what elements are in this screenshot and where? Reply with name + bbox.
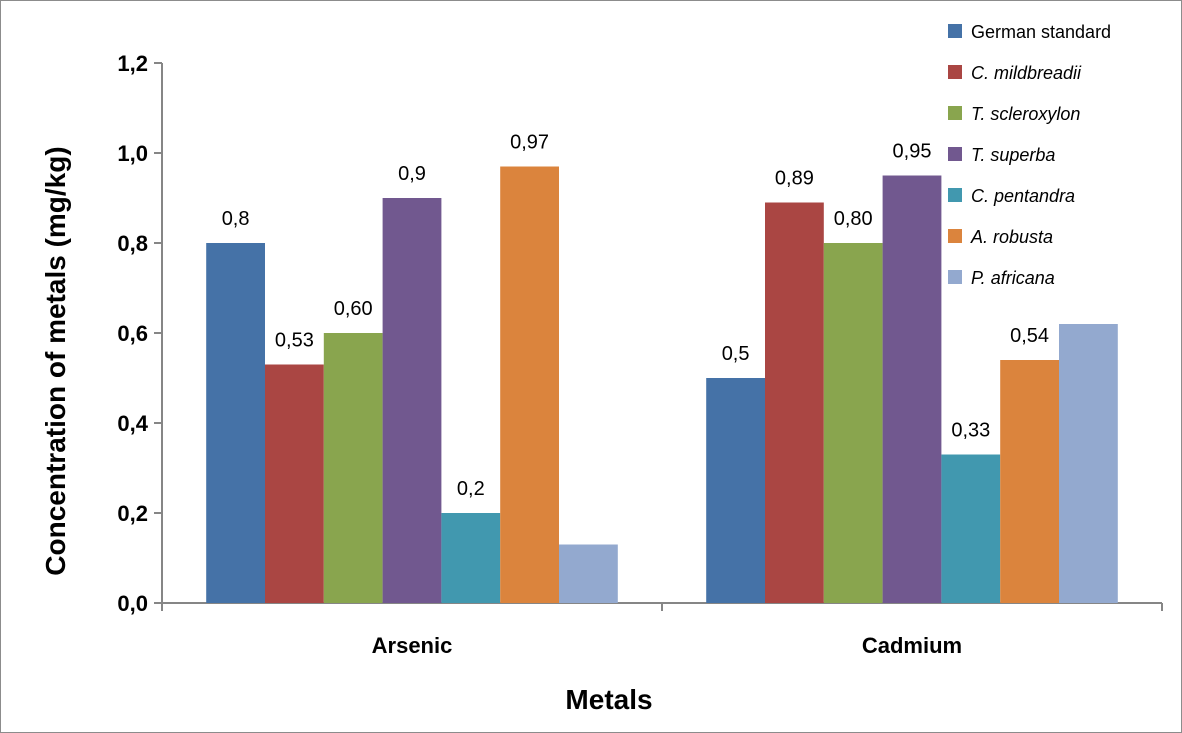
data-label: 0,2 [457, 478, 485, 500]
bar [941, 454, 1001, 603]
y-tick-label: 1,0 [117, 141, 148, 166]
y-tick-label: 0,4 [117, 411, 148, 436]
category-label: Cadmium [862, 633, 962, 658]
data-label: 0,9 [398, 163, 426, 185]
data-label: 0,95 [893, 141, 932, 163]
data-label: 0,80 [834, 208, 873, 230]
y-tick-label: 0,0 [117, 591, 148, 616]
y-axis-title: Concentration of metals (mg/kg) [40, 146, 71, 575]
bar [382, 198, 442, 603]
category-label: Arsenic [372, 633, 453, 658]
bar [823, 243, 883, 603]
data-label: 0,33 [951, 420, 990, 442]
x-ticks [161, 603, 1163, 611]
data-label: 0,53 [275, 330, 314, 352]
legend-swatch [948, 147, 962, 161]
bars [206, 166, 1118, 603]
y-tick-label: 0,6 [117, 321, 148, 346]
data-label: 0,5 [722, 343, 750, 365]
bar [441, 513, 501, 603]
bar [1059, 324, 1118, 603]
data-label: 0,54 [1010, 325, 1049, 347]
legend-swatch [948, 106, 962, 120]
y-tick-label: 0,8 [117, 231, 148, 256]
legend-swatch [948, 229, 962, 243]
bar [706, 378, 765, 603]
bar [500, 166, 559, 603]
y-tick-label: 0,2 [117, 501, 148, 526]
bar [265, 364, 324, 603]
legend: German standard C. mildbreadii T. scleroxy… [948, 22, 1111, 288]
x-axis-title: Metals [565, 684, 652, 715]
bar [323, 333, 383, 603]
legend-label: T. superba [971, 145, 1055, 165]
bar [206, 243, 265, 603]
legend-swatch [948, 270, 962, 284]
bar [1000, 360, 1059, 603]
bar [765, 202, 824, 603]
bar [882, 175, 942, 603]
legend-label: C. pentandra [971, 186, 1075, 206]
bar [559, 544, 618, 603]
data-label: 0,89 [775, 168, 814, 190]
data-labels: 0,8 0,53 0,60 0,9 0,2 0,97 0,5 0,89 0,80 0,95 0,33… [222, 132, 1049, 501]
y-tick-label: 1,2 [117, 51, 148, 76]
y-ticks: 0,0 0,2 0,4 0,6 0,8 1,0 1,2 [117, 51, 162, 616]
legend-label: A. robusta [970, 227, 1053, 247]
legend-swatch [948, 24, 962, 38]
legend-label: T. scleroxylon [971, 104, 1080, 124]
data-label: 0,60 [334, 298, 373, 320]
data-label: 0,8 [222, 208, 250, 230]
legend-label: P. africana [971, 268, 1055, 288]
category-labels: Arsenic Cadmium [372, 633, 962, 658]
legend-swatch [948, 65, 962, 79]
legend-label: C. mildbreadii [971, 63, 1082, 83]
legend-swatch [948, 188, 962, 202]
data-label: 0,97 [510, 132, 549, 154]
legend-label: German standard [971, 22, 1111, 42]
